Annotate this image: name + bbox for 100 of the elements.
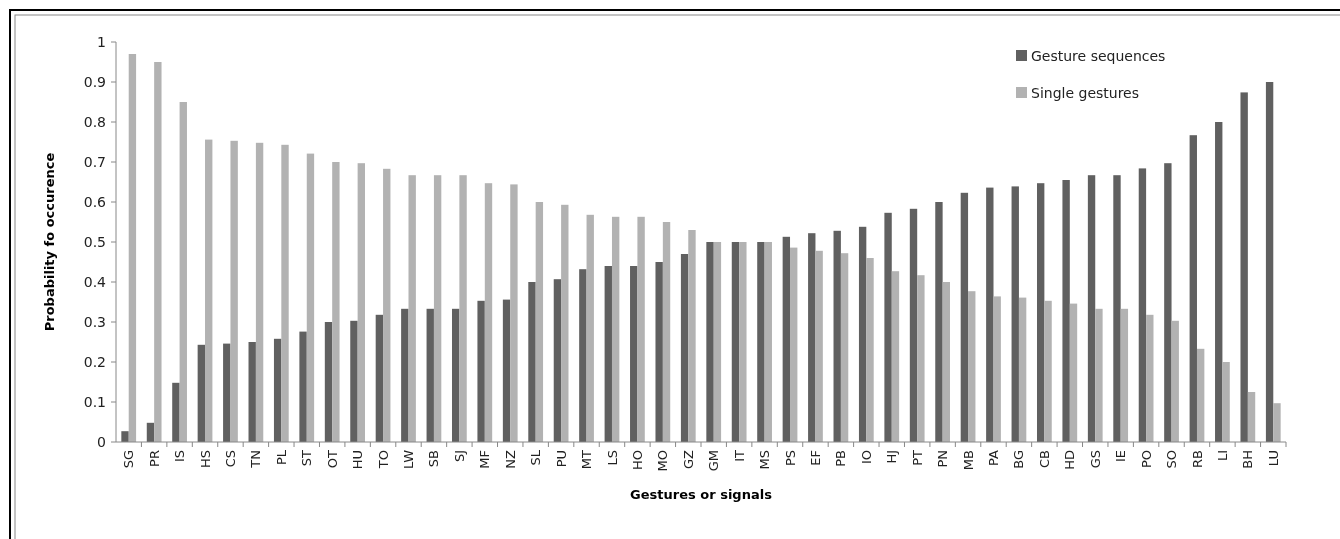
bar (502, 299, 511, 442)
bar (935, 202, 943, 442)
bar (255, 142, 264, 442)
bar (866, 258, 874, 442)
bar (942, 282, 951, 442)
bar (223, 343, 231, 442)
x-tick-label: PA (986, 449, 1002, 466)
y-tick-label: 0 (97, 433, 106, 450)
bar (248, 342, 256, 442)
bar (433, 175, 442, 442)
y-tick-label: 0.7 (83, 153, 106, 170)
bar (561, 204, 569, 442)
y-tick-label: 0.5 (83, 233, 106, 250)
bar (1018, 297, 1027, 442)
x-tick-label: PB (833, 450, 849, 467)
bar (891, 271, 900, 442)
bar (1138, 168, 1147, 442)
bar (154, 62, 162, 442)
bar (1062, 180, 1070, 442)
bar (637, 216, 645, 442)
bar (680, 254, 689, 442)
y-tick-label: 0.6 (83, 193, 107, 210)
x-tick-label: ST (299, 449, 315, 467)
bar (1164, 163, 1172, 442)
bar (1247, 392, 1256, 442)
x-tick-label: PR (146, 450, 162, 467)
bar (1146, 314, 1154, 442)
x-tick-label: PN (935, 450, 951, 468)
bar (790, 247, 798, 442)
y-axis-title: Probability fo occurence (42, 152, 57, 332)
bar (815, 250, 823, 442)
bar (121, 431, 129, 442)
bar (528, 282, 536, 442)
bar (1087, 175, 1096, 442)
x-tick-label: SL (528, 449, 544, 466)
bar (451, 308, 460, 442)
bar (375, 314, 384, 442)
x-tick-label: SJ (451, 450, 467, 463)
x-tick-label: IE (1113, 450, 1129, 463)
bar (630, 266, 638, 442)
bar (1069, 303, 1078, 442)
x-tick-label: PS (782, 450, 798, 467)
bar (477, 300, 485, 442)
bar (408, 175, 416, 442)
x-tick-label: HS (197, 450, 213, 469)
bar (553, 279, 562, 442)
x-tick-label: LI (1214, 450, 1230, 462)
x-tick-label: CB (1036, 450, 1052, 468)
bar (324, 322, 333, 442)
x-tick-label: HO (629, 450, 645, 471)
bar (172, 382, 180, 442)
x-tick-label: EF (808, 450, 824, 466)
bar (1189, 135, 1197, 442)
x-tick-label: PT (909, 449, 925, 466)
bar (510, 184, 518, 442)
bar (1273, 403, 1281, 442)
legend-label: Gesture sequences (1031, 47, 1166, 64)
bar (332, 162, 340, 442)
x-tick-label: IT (731, 449, 747, 462)
x-tick-label: LS (604, 450, 620, 466)
legend-label: Single gestures (1031, 84, 1140, 101)
bar (459, 175, 467, 442)
bar (662, 222, 671, 442)
x-tick-label: MT (579, 449, 595, 470)
bar (1120, 308, 1129, 442)
bar (764, 242, 772, 442)
bar (1036, 183, 1045, 442)
bar (1215, 122, 1223, 442)
bar (808, 233, 816, 442)
x-tick-label: SG (121, 450, 137, 469)
bar (706, 242, 714, 442)
bar (604, 266, 612, 442)
bar (1240, 92, 1248, 442)
bar (1265, 82, 1274, 442)
bar (968, 291, 976, 442)
x-tick-label: BH (1240, 450, 1256, 469)
bar (713, 242, 722, 442)
x-tick-label: HJ (884, 450, 900, 464)
x-tick-label: LU (1265, 450, 1281, 467)
bar (586, 214, 594, 442)
bar (986, 187, 994, 442)
x-tick-label: MB (960, 450, 976, 471)
bar (782, 236, 791, 442)
bar (579, 269, 587, 442)
bar (1095, 308, 1103, 442)
bar (383, 168, 391, 442)
bar (1044, 300, 1052, 442)
x-tick-label: NZ (502, 449, 518, 469)
y-tick-label: 0.2 (83, 353, 106, 370)
x-tick-label: MS (757, 450, 773, 470)
x-tick-label: BG (1011, 450, 1027, 469)
bar (299, 331, 307, 442)
y-tick-label: 1 (97, 33, 106, 50)
x-tick-label: GZ (680, 449, 696, 469)
bar (655, 262, 663, 442)
bar (611, 216, 620, 442)
bar (688, 230, 696, 442)
x-tick-label: RB (1189, 450, 1205, 468)
y-tick-label: 0.4 (83, 273, 107, 290)
bar (179, 102, 187, 442)
